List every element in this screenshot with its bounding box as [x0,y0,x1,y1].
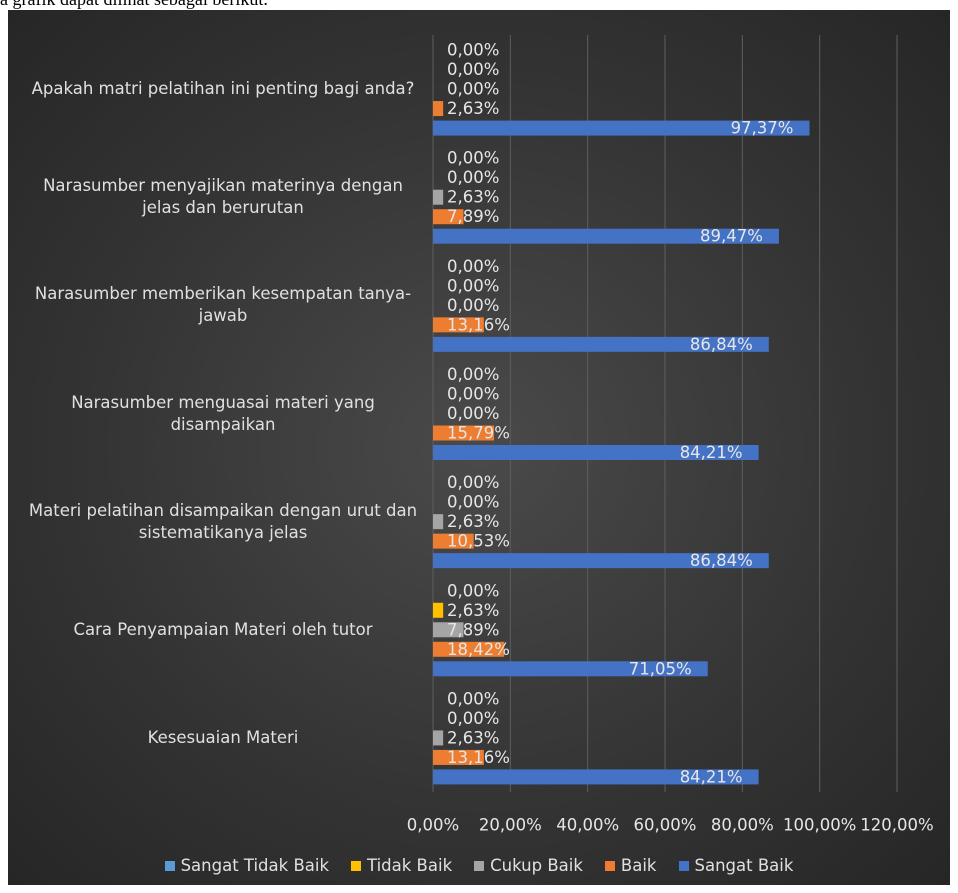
legend-label: Tidak Baik [367,856,453,875]
data-label: 0,00% [447,149,499,168]
legend-swatch [678,860,689,871]
category-label: Narasumber menguasai materi yang disampa… [71,392,375,434]
data-label: 13,16% [447,315,510,334]
bar [433,602,444,618]
data-label: 2,63% [447,601,499,620]
data-label: 0,00% [447,493,499,512]
data-label: 0,00% [447,365,499,384]
data-label: 0,00% [447,473,499,492]
data-label: 0,00% [447,296,499,315]
data-label: 18,42% [447,640,510,659]
bar [433,553,769,569]
legend-label: Cukup Baik [490,856,583,875]
legend-item: Baik [604,856,657,875]
data-label: 13,16% [447,748,510,767]
bar [433,120,810,136]
data-label: 0,00% [447,581,499,600]
data-label: 2,63% [447,99,499,118]
x-tick-label: 40,00% [556,816,619,835]
data-label: 0,00% [447,80,499,99]
bar [433,730,444,746]
legend-swatch [604,860,615,871]
x-tick-label: 120,00% [860,816,933,835]
data-label: 0,00% [447,385,499,404]
data-label: 97,37% [731,119,794,138]
data-label: 2,63% [447,728,499,747]
bar [433,533,474,549]
category-label: Narasumber memberikan kesempatan tanya-j… [34,284,412,326]
data-label: 86,84% [690,335,753,354]
bar [433,445,759,460]
category-label: Materi pelatihan disampaikan dengan urut… [28,500,418,542]
bar [433,641,505,657]
data-label: 0,00% [447,689,499,708]
category-label: Narasumber menyajikan materinya dengan j… [43,176,403,218]
legend-swatch [474,860,485,871]
legend-item: Sangat Tidak Baik [164,856,330,875]
data-label: 86,84% [690,551,753,570]
data-label: 71,05% [629,659,692,678]
category-label: Kesesuaian Materi [147,727,299,747]
legend-item: Sangat Baik [678,856,794,875]
bar [433,101,444,117]
data-label: 7,89% [447,620,499,639]
legend-label: Sangat Tidak Baik [180,856,330,875]
data-label: 0,00% [447,41,499,60]
legend-label: Baik [620,856,657,875]
bar [433,228,779,244]
data-label: 10,53% [447,532,510,551]
bar [433,336,769,352]
bar [433,317,484,333]
legend-item: Cukup Baik [474,856,583,875]
bar [433,769,759,785]
data-label: 0,00% [447,404,499,423]
x-tick-label: 60,00% [634,816,697,835]
x-tick-label: 80,00% [711,816,774,835]
x-tick-label: 20,00% [479,816,542,835]
legend-item: Tidak Baik [351,856,452,875]
data-label: 0,00% [447,276,499,295]
data-label: 0,00% [447,60,499,79]
bar [433,622,464,638]
data-label: 84,21% [680,767,743,786]
data-label: 2,63% [447,512,499,531]
category-label: Cara Penyampaian Materi oleh tutor [73,619,373,639]
context-text: a grafik dapat dilihat sebagai berikut. [0,0,268,10]
category-label: Apakah matri pelatihan ini penting bagi … [31,79,415,99]
data-label: 84,21% [680,443,743,462]
data-label: 0,00% [447,168,499,187]
bar [433,209,464,225]
data-label: 7,89% [447,207,499,226]
chart: 0,00% 20,00% 40,00% 60,00% 80,00% 100,00% 120,… [8,10,950,885]
data-label: 15,79% [447,424,510,443]
legend: Sangat Tidak Baik Tidak Baik Cukup Baik Bai… [8,856,950,875]
bar [433,661,708,677]
data-label: 0,00% [447,257,499,276]
bar [433,189,444,205]
legend-swatch [164,860,175,871]
plot: 0,00% 20,00% 40,00% 60,00% 80,00% 100,00% 120,… [407,35,934,835]
data-label: 89,47% [700,227,763,246]
data-label: 0,00% [447,709,499,728]
legend-swatch [351,860,362,871]
data-label: 2,63% [447,188,499,207]
bar [433,514,444,530]
bar [433,749,484,765]
x-tick-label: 0,00% [407,816,459,835]
legend-label: Sangat Baik [694,856,794,875]
x-tick-label: 100,00% [783,816,856,835]
bar [433,425,495,441]
